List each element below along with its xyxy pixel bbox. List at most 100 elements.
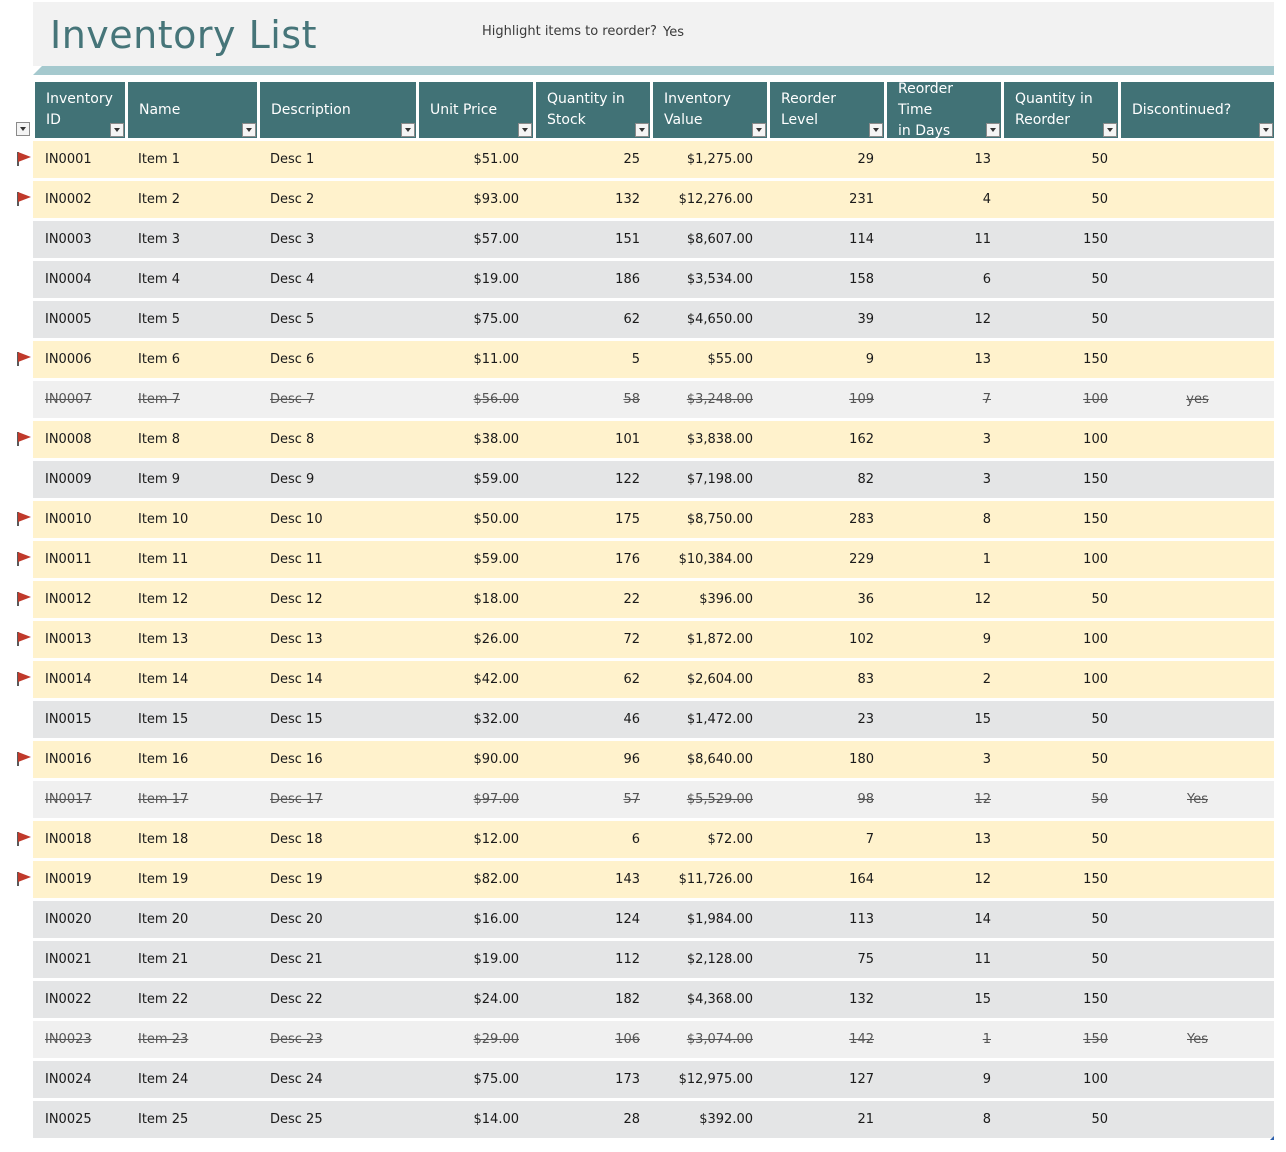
cell-unit-price[interactable]: $75.00	[473, 312, 520, 327]
column-header-reorder-time-in-days[interactable]: Reorder Time in Days	[887, 81, 1001, 139]
column-header-discontinued[interactable]: Discontinued?	[1121, 82, 1274, 138]
column-header-inventory-id[interactable]: Inventory ID	[35, 82, 125, 138]
cell-description[interactable]: Desc 13	[270, 632, 323, 647]
cell-reorder-level[interactable]: 75	[857, 952, 874, 967]
cell-inventory-value[interactable]: $396.00	[699, 592, 753, 607]
cell-discontinued[interactable]	[1121, 541, 1274, 578]
cell-reorder-time-in-days[interactable]: 8	[982, 512, 991, 527]
cell-inventory-value[interactable]: $5,529.00	[686, 792, 753, 807]
cell-description[interactable]: Desc 24	[270, 1072, 323, 1087]
cell-reorder-time-in-days[interactable]: 3	[982, 752, 991, 767]
cell-discontinued[interactable]	[1121, 341, 1274, 378]
cell-reorder-time-in-days[interactable]: 3	[982, 472, 991, 487]
cell-description[interactable]: Desc 6	[270, 352, 315, 367]
cell-description[interactable]: Desc 12	[270, 592, 323, 607]
cell-reorder-time-in-days[interactable]: 12	[974, 312, 991, 327]
cell-unit-price[interactable]: $16.00	[473, 912, 520, 927]
table-row[interactable]: IN0003 Item 3 Desc 3 $57.00 151 $8,607.00 114 1…	[0, 220, 1286, 260]
cell-unit-price[interactable]: $51.00	[473, 152, 520, 167]
cell-name[interactable]: Item 21	[138, 952, 189, 967]
cell-name[interactable]: Item 4	[138, 272, 180, 287]
cell-quantity-in-reorder[interactable]: 100	[1083, 432, 1108, 447]
cell-reorder-level[interactable]: 229	[849, 552, 874, 567]
cell-name[interactable]: Item 13	[138, 632, 189, 647]
cell-quantity-in-stock[interactable]: 182	[615, 992, 640, 1007]
cell-name[interactable]: Item 7	[138, 392, 180, 407]
cell-unit-price[interactable]: $82.00	[473, 872, 520, 887]
table-row[interactable]: IN0025 Item 25 Desc 25 $14.00 28 $392.00 21 8 50	[0, 1100, 1286, 1140]
cell-inventory-id[interactable]: IN0007	[45, 392, 92, 407]
cell-inventory-id[interactable]: IN0004	[45, 272, 92, 287]
cell-quantity-in-reorder[interactable]: 50	[1091, 152, 1108, 167]
cell-reorder-time-in-days[interactable]: 15	[974, 992, 991, 1007]
cell-description[interactable]: Desc 25	[270, 1112, 323, 1127]
cell-unit-price[interactable]: $42.00	[473, 672, 520, 687]
cell-unit-price[interactable]: $29.00	[473, 1032, 520, 1047]
cell-reorder-time-in-days[interactable]: 3	[982, 432, 991, 447]
cell-description[interactable]: Desc 21	[270, 952, 323, 967]
table-row[interactable]: IN0005 Item 5 Desc 5 $75.00 62 $4,650.00 39 12 5…	[0, 300, 1286, 340]
cell-inventory-id[interactable]: IN0009	[45, 472, 92, 487]
column-header-quantity-in-stock[interactable]: Quantity in Stock	[536, 82, 650, 138]
cell-quantity-in-reorder[interactable]: 150	[1083, 872, 1108, 887]
table-row[interactable]: IN0015 Item 15 Desc 15 $32.00 46 $1,472.00 23 1…	[0, 700, 1286, 740]
column-header-name[interactable]: Name	[128, 82, 257, 138]
cell-unit-price[interactable]: $97.00	[473, 792, 520, 807]
table-row[interactable]: IN0004 Item 4 Desc 4 $19.00 186 $3,534.00 158 6…	[0, 260, 1286, 300]
cell-quantity-in-stock[interactable]: 5	[631, 352, 640, 367]
cell-reorder-level[interactable]: 102	[849, 632, 874, 647]
filter-dropdown-icon[interactable]	[401, 123, 415, 137]
cell-inventory-value[interactable]: $8,750.00	[686, 512, 753, 527]
row-filter-dropdown-icon[interactable]	[16, 122, 30, 136]
cell-unit-price[interactable]: $59.00	[473, 552, 520, 567]
cell-quantity-in-stock[interactable]: 186	[615, 272, 640, 287]
cell-quantity-in-reorder[interactable]: 50	[1091, 712, 1108, 727]
cell-description[interactable]: Desc 23	[270, 1032, 323, 1047]
cell-description[interactable]: Desc 3	[270, 232, 315, 247]
cell-quantity-in-stock[interactable]: 175	[615, 512, 640, 527]
cell-discontinued[interactable]	[1121, 821, 1274, 858]
cell-reorder-time-in-days[interactable]: 15	[974, 712, 991, 727]
cell-unit-price[interactable]: $18.00	[473, 592, 520, 607]
cell-inventory-value[interactable]: $8,640.00	[686, 752, 753, 767]
cell-inventory-id[interactable]: IN0001	[45, 152, 92, 167]
cell-quantity-in-reorder[interactable]: 150	[1083, 352, 1108, 367]
cell-reorder-level[interactable]: 142	[849, 1032, 874, 1047]
cell-unit-price[interactable]: $59.00	[473, 472, 520, 487]
cell-reorder-time-in-days[interactable]: 11	[974, 952, 991, 967]
cell-quantity-in-reorder[interactable]: 150	[1083, 992, 1108, 1007]
cell-quantity-in-reorder[interactable]: 150	[1083, 232, 1108, 247]
cell-discontinued[interactable]	[1121, 701, 1274, 738]
cell-discontinued[interactable]	[1121, 261, 1274, 298]
cell-quantity-in-stock[interactable]: 112	[615, 952, 640, 967]
cell-unit-price[interactable]: $93.00	[473, 192, 520, 207]
cell-quantity-in-stock[interactable]: 173	[615, 1072, 640, 1087]
cell-quantity-in-reorder[interactable]: 50	[1091, 592, 1108, 607]
cell-name[interactable]: Item 12	[138, 592, 189, 607]
cell-unit-price[interactable]: $38.00	[473, 432, 520, 447]
cell-inventory-id[interactable]: IN0020	[45, 912, 92, 927]
cell-reorder-level[interactable]: 132	[849, 992, 874, 1007]
cell-discontinued[interactable]	[1121, 301, 1274, 338]
cell-reorder-level[interactable]: 283	[849, 512, 874, 527]
cell-inventory-value[interactable]: $3,534.00	[686, 272, 753, 287]
cell-unit-price[interactable]: $57.00	[473, 232, 520, 247]
cell-discontinued[interactable]	[1121, 421, 1274, 458]
cell-quantity-in-reorder[interactable]: 50	[1091, 912, 1108, 927]
cell-name[interactable]: Item 2	[138, 192, 180, 207]
table-row[interactable]: IN0021 Item 21 Desc 21 $19.00 112 $2,128.00 75…	[0, 940, 1286, 980]
cell-quantity-in-reorder[interactable]: 50	[1091, 272, 1108, 287]
cell-quantity-in-reorder[interactable]: 100	[1083, 632, 1108, 647]
cell-quantity-in-reorder[interactable]: 50	[1091, 832, 1108, 847]
cell-reorder-level[interactable]: 114	[849, 232, 874, 247]
cell-description[interactable]: Desc 14	[270, 672, 323, 687]
table-row-reorder[interactable]: IN0018 Item 18 Desc 18 $12.00 6 $72.00 7 13 50	[0, 820, 1286, 860]
cell-quantity-in-reorder[interactable]: 50	[1091, 192, 1108, 207]
cell-description[interactable]: Desc 4	[270, 272, 315, 287]
table-row[interactable]: IN0022 Item 22 Desc 22 $24.00 182 $4,368.00 13…	[0, 980, 1286, 1020]
column-header-quantity-in-reorder[interactable]: Quantity in Reorder	[1004, 82, 1118, 138]
cell-inventory-id[interactable]: IN0015	[45, 712, 92, 727]
cell-reorder-level[interactable]: 127	[849, 1072, 874, 1087]
cell-reorder-time-in-days[interactable]: 12	[974, 872, 991, 887]
cell-quantity-in-stock[interactable]: 143	[615, 872, 640, 887]
